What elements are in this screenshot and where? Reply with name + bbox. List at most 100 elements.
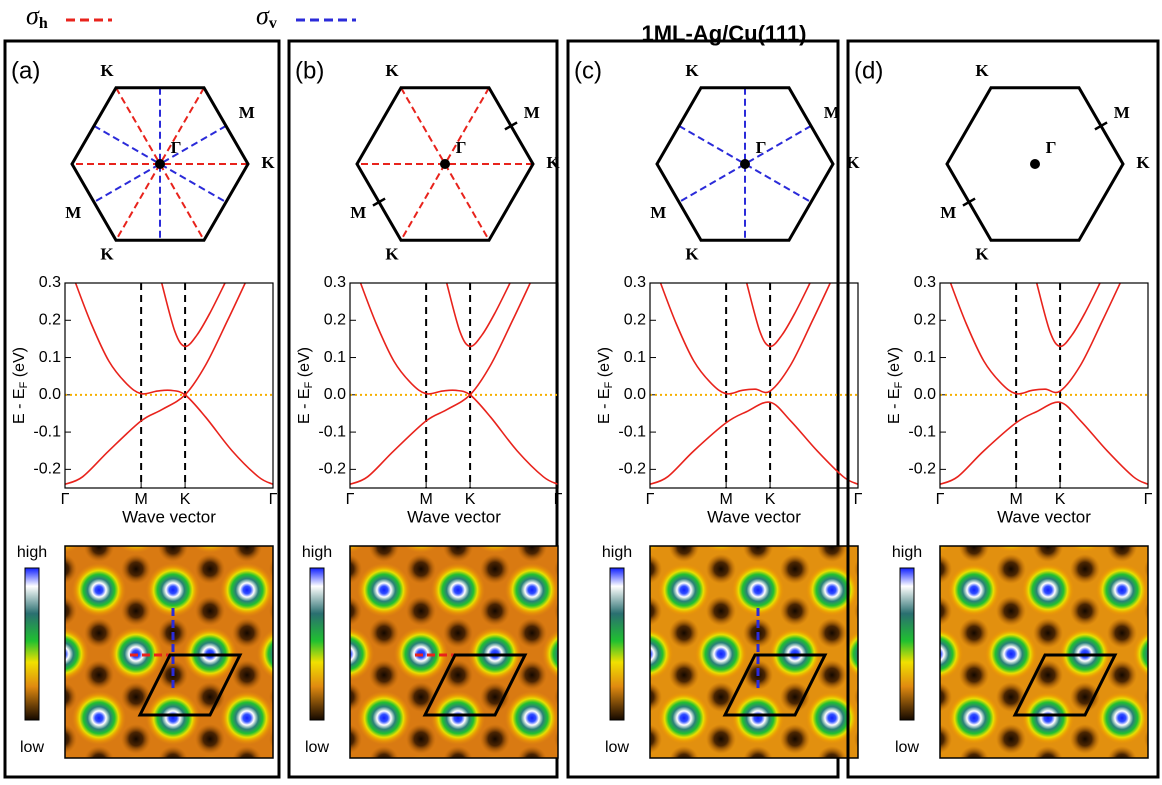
y-tick-label: 0.3 xyxy=(324,274,346,291)
unit-cell xyxy=(422,653,528,717)
band-line xyxy=(350,283,531,486)
x-axis-label: Wave vector xyxy=(997,507,1091,526)
y-tick-label: -0.1 xyxy=(33,423,61,440)
band-line xyxy=(949,283,1121,395)
unit-cell xyxy=(1012,653,1118,717)
band-line xyxy=(359,283,558,486)
bz-label: K xyxy=(385,245,399,264)
bz-label: K xyxy=(975,61,989,80)
panel-frame xyxy=(566,39,840,779)
y-axis-label-part: (eV) xyxy=(596,347,613,382)
bz-label: K xyxy=(685,61,699,80)
colorbar-low: low xyxy=(305,739,329,756)
x-tick-label: Γ xyxy=(646,491,655,508)
sigma-v-line xyxy=(93,125,227,203)
bz-label: K xyxy=(100,61,114,80)
sigma-v-line xyxy=(93,125,227,203)
y-tick-label: 0.3 xyxy=(39,274,61,291)
band-line xyxy=(445,283,511,348)
band-line xyxy=(745,283,811,348)
sigma-subscript: h xyxy=(39,15,48,32)
y-tick-label: 0.1 xyxy=(914,349,936,366)
y-axis-label-part: (eV) xyxy=(886,347,903,382)
gamma-point xyxy=(155,159,165,169)
y-tick-label: 0.0 xyxy=(324,386,346,403)
y-tick-label: -0.1 xyxy=(618,423,646,440)
y-axis-label-part: (eV) xyxy=(11,347,28,382)
brillouin-zone xyxy=(945,86,1125,242)
y-tick-label: 0.3 xyxy=(624,274,646,291)
y-tick-label: 0.3 xyxy=(914,274,936,291)
band-line xyxy=(1035,283,1101,348)
stm-image xyxy=(649,545,859,759)
colorbar-high: high xyxy=(302,544,332,561)
y-tick-label: -0.2 xyxy=(908,461,936,478)
bz-label: M xyxy=(1114,103,1130,122)
colorbar xyxy=(309,567,325,721)
band-line xyxy=(65,283,246,486)
x-axis-label: Wave vector xyxy=(407,507,501,526)
colorbar-high: high xyxy=(17,544,47,561)
bz-label: M xyxy=(824,103,840,122)
y-axis-label-part: E - E xyxy=(11,388,28,424)
y-tick-label: 0.2 xyxy=(914,311,936,328)
x-tick-label: K xyxy=(465,491,476,508)
x-tick-label: Γ xyxy=(1144,491,1153,508)
gamma-point xyxy=(740,159,750,169)
y-tick-label: 0.2 xyxy=(624,311,646,328)
y-tick-label: 0.1 xyxy=(624,349,646,366)
y-axis-label-part: E - E xyxy=(296,388,313,424)
y-axis-label: E - EF (eV) xyxy=(596,347,615,424)
x-tick-label: M xyxy=(134,491,147,508)
y-axis-label: E - EF (eV) xyxy=(11,347,30,424)
panel-label: (a) xyxy=(11,57,40,84)
y-axis-label-part: (eV) xyxy=(296,347,313,382)
sigma-v-line xyxy=(678,125,812,203)
sigma-h-label: σh xyxy=(26,1,48,32)
y-tick-label: 0.1 xyxy=(39,349,61,366)
bz-label: K xyxy=(546,153,560,172)
x-tick-label: M xyxy=(719,491,732,508)
sigma-symbol: σ xyxy=(256,1,270,30)
bz-label: K xyxy=(846,153,860,172)
sigma-v-line xyxy=(678,125,812,203)
colorbar-low: low xyxy=(20,739,44,756)
header: σh σv 1ML-Ag/Cu(111) xyxy=(26,1,807,46)
colorbar xyxy=(609,567,625,721)
bz-label: K xyxy=(975,245,989,264)
bz-label: M xyxy=(239,103,255,122)
y-axis-label-part: F xyxy=(303,381,315,388)
band-line xyxy=(74,283,273,486)
gamma-point xyxy=(1030,159,1040,169)
m-tick xyxy=(372,197,386,207)
m-tick xyxy=(504,121,518,131)
y-tick-label: -0.1 xyxy=(318,423,346,440)
y-axis-label-part: F xyxy=(18,381,30,388)
x-tick-label: Γ xyxy=(936,491,945,508)
x-tick-label: K xyxy=(765,491,776,508)
y-tick-label: -0.2 xyxy=(33,461,61,478)
y-axis-label-part: E - E xyxy=(886,388,903,424)
panel-frame xyxy=(846,39,1160,779)
band-line xyxy=(160,283,226,348)
brillouin-zone xyxy=(70,86,250,242)
stm-image xyxy=(349,545,559,759)
sigma-symbol: σ xyxy=(26,1,40,30)
panel-label: (c) xyxy=(574,57,602,84)
bz-label: K xyxy=(1136,153,1150,172)
bz-label: K xyxy=(261,153,275,172)
bz-label: M xyxy=(350,203,366,222)
plot-frame xyxy=(939,282,1149,489)
x-tick-label: M xyxy=(1009,491,1022,508)
bz-label: K xyxy=(385,61,399,80)
brillouin-zone xyxy=(355,86,535,242)
panel-label: (d) xyxy=(854,57,883,84)
plot-frame xyxy=(649,282,859,489)
